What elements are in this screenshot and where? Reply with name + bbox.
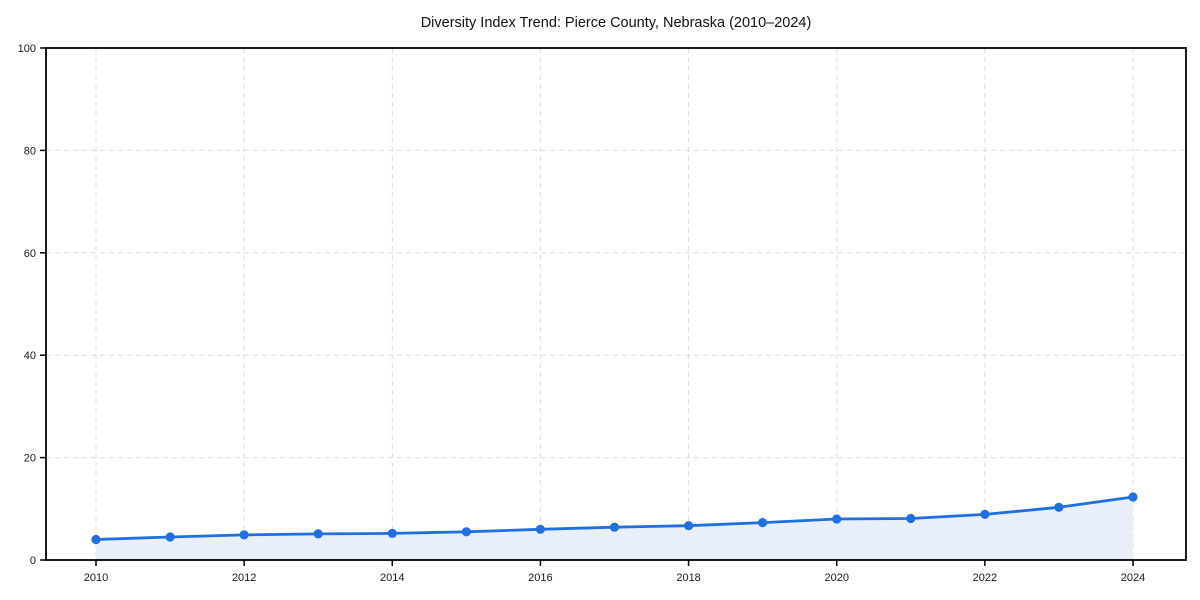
data-point-2022 xyxy=(980,509,990,519)
x-tick-label-2022: 2022 xyxy=(973,572,997,584)
x-tick-label-2018: 2018 xyxy=(676,572,700,584)
data-point-2016 xyxy=(535,524,546,534)
y-tick-label-60: 60 xyxy=(24,248,36,260)
plot-area-border xyxy=(45,47,1187,561)
data-point-2014 xyxy=(387,528,397,539)
x-tick-label-2012: 2012 xyxy=(232,572,256,584)
y-tick-label-80: 80 xyxy=(24,145,36,157)
x-tick-label-2016: 2016 xyxy=(528,572,552,584)
data-point-2020 xyxy=(832,514,842,524)
y-tick-label-40: 40 xyxy=(24,350,36,362)
data-point-2021 xyxy=(906,513,916,524)
data-point-2015 xyxy=(461,527,471,537)
data-point-2011 xyxy=(165,532,175,542)
x-tick-label-2024: 2024 xyxy=(1121,572,1145,584)
y-tick-label-100: 100 xyxy=(18,43,36,55)
data-point-2018 xyxy=(684,521,694,531)
x-tick-label-2010: 2010 xyxy=(84,572,108,584)
data-point-2013 xyxy=(313,529,323,539)
data-point-2019 xyxy=(758,518,768,528)
data-point-2010 xyxy=(91,534,101,545)
data-point-2024 xyxy=(1128,492,1138,502)
data-point-2023 xyxy=(1054,502,1064,512)
chart-title: Diversity Index Trend: Pierce County, Ne… xyxy=(421,15,812,31)
x-tick-label-2020: 2020 xyxy=(824,572,848,584)
y-tick-label-20: 20 xyxy=(24,453,36,465)
data-point-2012 xyxy=(239,530,249,540)
data-point-2017 xyxy=(609,522,620,532)
y-tick-label-0: 0 xyxy=(30,555,36,567)
x-tick-label-2014: 2014 xyxy=(380,572,404,584)
